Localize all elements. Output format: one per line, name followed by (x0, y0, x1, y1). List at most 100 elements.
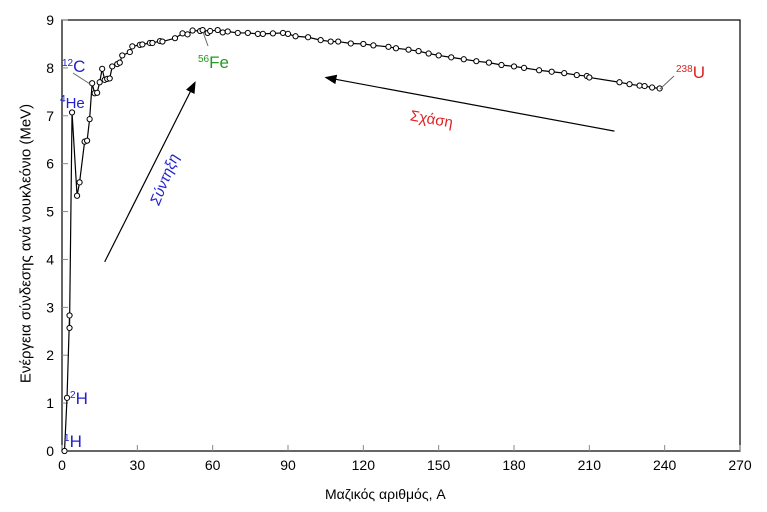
data-point (448, 54, 455, 61)
y-axis-label: Ενέργεια σύνδεσης ανά νουκλεόνιο (MeV) (17, 103, 35, 384)
data-point (292, 33, 299, 40)
data-point (425, 50, 432, 57)
y-tick-label: 0 (46, 443, 54, 459)
data-point (510, 63, 518, 70)
c12-leader-line (72, 72, 91, 85)
data-point (244, 29, 251, 37)
data-point (347, 40, 354, 47)
x-tick-label: 60 (205, 457, 221, 473)
label-c12: 12C (62, 57, 86, 76)
y-tick-label: 2 (46, 347, 54, 363)
fe56-leader-line (202, 31, 209, 47)
data-point (573, 71, 580, 79)
data-point (392, 45, 400, 52)
data-point (520, 64, 528, 71)
x-tick-label: 90 (280, 457, 296, 473)
x-tick-label: 270 (728, 457, 752, 473)
data-point (214, 26, 221, 34)
data-point (129, 43, 136, 50)
data-point (66, 324, 73, 332)
data-point (207, 27, 214, 35)
data-point (536, 67, 543, 74)
data-point (485, 59, 492, 66)
data-point (219, 29, 226, 36)
data-point (405, 46, 412, 53)
data-point (94, 89, 101, 96)
data-point (616, 79, 623, 86)
x-tick-label: 150 (427, 457, 451, 473)
data-point (435, 52, 442, 59)
data-point (189, 27, 196, 34)
data-point (171, 35, 179, 42)
data-point (234, 29, 241, 37)
x-tick-label: 210 (578, 457, 602, 473)
data-point (116, 59, 123, 66)
data-point (561, 70, 568, 77)
label-u238: 238U (676, 63, 705, 82)
data-point (317, 37, 324, 44)
data-point (139, 41, 146, 48)
x-tick-label: 240 (653, 457, 677, 473)
data-point (86, 116, 93, 123)
axes-frame (61, 19, 741, 452)
y-tick-label: 3 (46, 299, 54, 315)
y-tick-label: 1 (46, 395, 54, 411)
data-point (656, 85, 663, 92)
fusion-arrow (104, 81, 196, 263)
data-point (159, 38, 166, 45)
label-h1: 1H (64, 432, 82, 451)
data-point (96, 79, 103, 86)
data-point (473, 58, 480, 65)
x-tick-label: 0 (58, 457, 66, 473)
data-point (126, 48, 133, 56)
data-point (109, 63, 116, 70)
u238-leader-line (659, 75, 675, 90)
x-tick-label: 180 (502, 457, 526, 473)
series-line (63, 29, 660, 452)
data-point (649, 84, 656, 91)
data-point (460, 56, 467, 63)
data-point (254, 30, 261, 37)
data-point (179, 30, 186, 37)
data-point (63, 394, 71, 401)
x-axis-label: Μαζικός αριθμός, A (325, 486, 446, 502)
data-point (415, 48, 422, 55)
data-point (259, 30, 266, 37)
data-point (224, 28, 231, 35)
data-point (73, 192, 81, 199)
data-point (385, 43, 392, 50)
data-point (99, 65, 106, 72)
data-point (626, 81, 633, 88)
x-tick-label: 120 (352, 457, 376, 473)
y-tick-label: 8 (46, 60, 54, 76)
data-point (68, 109, 76, 116)
data-point (119, 52, 126, 59)
y-tick-label: 5 (46, 204, 54, 220)
y-tick-label: 7 (46, 108, 54, 124)
data-point (360, 40, 367, 48)
data-point (284, 30, 292, 37)
data-point (84, 137, 91, 144)
data-point (199, 26, 206, 34)
data-point (149, 39, 156, 47)
data-point (279, 29, 287, 37)
data-point (76, 179, 83, 186)
label-fe56: 56Fe (198, 53, 229, 72)
x-tick-label: 30 (130, 457, 146, 473)
data-point (327, 38, 334, 45)
data-point (498, 61, 505, 69)
fission-arrow (324, 74, 615, 132)
data-point (269, 30, 277, 37)
data-point (548, 68, 555, 75)
y-tick-label: 9 (46, 12, 54, 28)
data-point (61, 447, 68, 455)
data-point (184, 31, 191, 38)
label-he4: 4He (60, 94, 85, 112)
data-point (106, 75, 113, 82)
data-point (304, 34, 312, 41)
data-point (89, 80, 96, 87)
data-point (66, 312, 73, 319)
data-point (586, 74, 593, 81)
